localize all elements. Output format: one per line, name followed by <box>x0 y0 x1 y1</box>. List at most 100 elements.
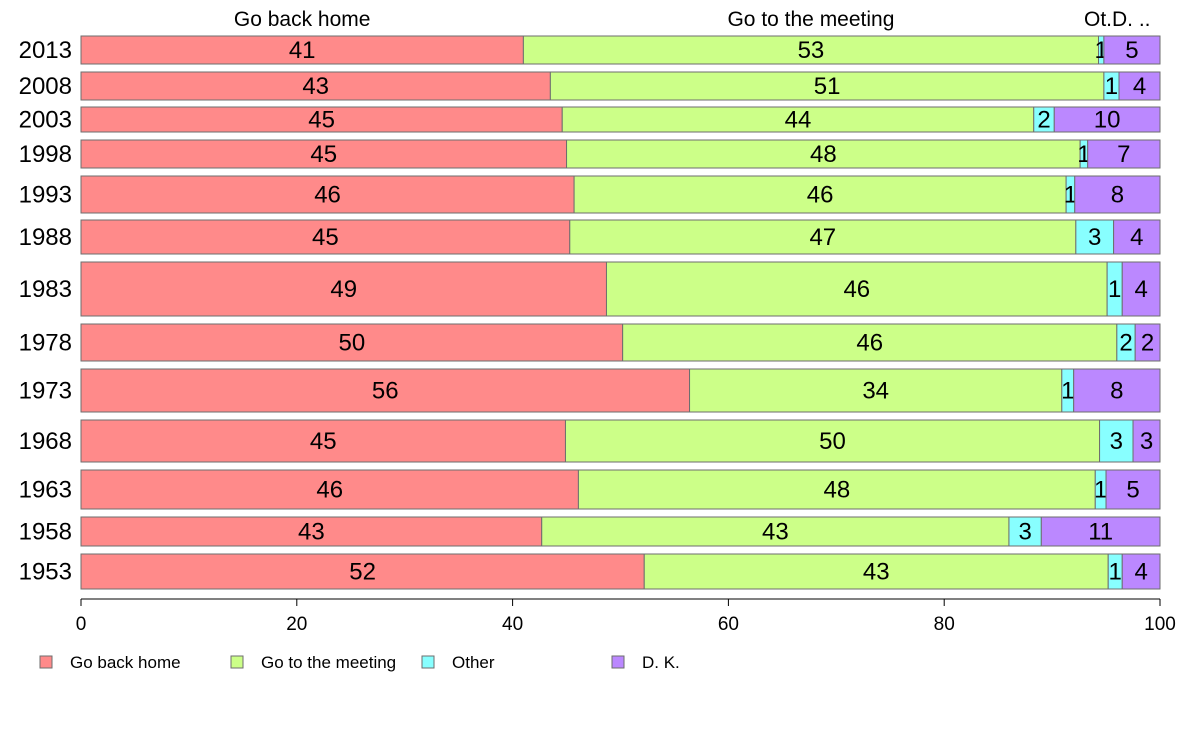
column-header: Go back home <box>234 8 371 31</box>
bar-segment <box>1073 368 1161 413</box>
data-label: 1 <box>1105 73 1118 100</box>
bar-segment <box>1113 219 1161 255</box>
bar-segment <box>1118 71 1161 101</box>
bar-segment <box>1121 553 1161 590</box>
bar-segment <box>605 261 1108 317</box>
data-label: 50 <box>338 330 365 357</box>
bar-segment <box>549 71 1105 101</box>
data-label: 5 <box>1126 477 1139 504</box>
data-label: 46 <box>314 182 341 209</box>
year-label: 1963 <box>19 477 72 504</box>
legend-label: Other <box>452 653 495 672</box>
data-label: 4 <box>1133 73 1146 100</box>
bar-segment <box>1132 419 1161 463</box>
data-label: 1 <box>1108 276 1121 303</box>
legend-label: Go back home <box>70 653 181 672</box>
data-label: 45 <box>312 224 339 251</box>
data-label: 1 <box>1064 182 1077 209</box>
data-label: 45 <box>308 107 335 134</box>
year-label: 1993 <box>19 182 72 209</box>
bar-segment <box>561 106 1035 133</box>
bar-segment <box>80 219 571 255</box>
data-label: 7 <box>1117 141 1130 168</box>
legend-swatch <box>39 655 53 669</box>
data-label: 10 <box>1094 107 1121 134</box>
year-label: 2003 <box>19 107 72 134</box>
data-label: 43 <box>302 73 329 100</box>
x-tick-label: 100 <box>1144 614 1176 635</box>
bar-segment <box>1099 419 1134 463</box>
data-label: 53 <box>798 37 825 64</box>
data-label: 43 <box>298 519 325 546</box>
bar-segment <box>80 516 543 547</box>
bar-segment <box>80 139 568 169</box>
bar-segment <box>1121 261 1161 317</box>
bar-segment <box>1053 106 1161 133</box>
bar-segment <box>1087 139 1161 169</box>
data-label: 11 <box>1088 519 1113 546</box>
data-label: 52 <box>349 559 376 586</box>
data-label: 8 <box>1111 182 1124 209</box>
year-label: 2008 <box>19 73 72 100</box>
data-label: 8 <box>1110 378 1123 405</box>
data-label: 47 <box>809 224 836 251</box>
legend-label: D. K. <box>642 653 680 672</box>
year-label: 2013 <box>19 37 72 64</box>
data-label: 46 <box>856 330 883 357</box>
column-header: Ot. <box>1084 8 1112 31</box>
data-label: 43 <box>863 559 890 586</box>
data-label: 5 <box>1125 37 1138 64</box>
bar-segment <box>689 368 1063 413</box>
bar-segment <box>1134 323 1161 362</box>
bar-segment <box>1105 469 1161 510</box>
legend-swatch <box>611 655 625 669</box>
data-label: 3 <box>1018 519 1031 546</box>
bar-segment <box>541 516 1010 547</box>
bar-segment <box>569 219 1077 255</box>
legend-swatch <box>421 655 435 669</box>
data-label: 45 <box>310 428 337 455</box>
data-label: 4 <box>1134 559 1147 586</box>
bar-segment <box>80 71 551 101</box>
x-tick-label: 0 <box>76 614 87 635</box>
x-tick-label: 20 <box>286 614 307 635</box>
bar-segment <box>522 35 1099 65</box>
bar-segment <box>1008 516 1042 547</box>
data-label: 3 <box>1088 224 1101 251</box>
data-label: 3 <box>1110 428 1123 455</box>
column-header: Go to the meeting <box>727 8 894 31</box>
data-label: 41 <box>289 37 316 64</box>
bar-segment <box>80 106 563 133</box>
bar-segment <box>1075 219 1115 255</box>
data-label: 4 <box>1130 224 1143 251</box>
bar-segment <box>622 323 1118 362</box>
bar-segment <box>80 323 624 362</box>
data-label: 2 <box>1037 107 1050 134</box>
data-label: 48 <box>823 477 850 504</box>
bar-segment <box>80 35 524 65</box>
year-label: 1983 <box>19 276 72 303</box>
column-header: D. .. <box>1112 8 1151 31</box>
legend-label: Go to the meeting <box>261 653 396 672</box>
data-label: 46 <box>807 182 834 209</box>
year-label: 1958 <box>19 519 72 546</box>
data-label: 56 <box>372 378 399 405</box>
data-label: 1 <box>1109 559 1122 586</box>
bar-segment <box>1040 516 1161 547</box>
data-label: 1 <box>1094 477 1107 504</box>
year-label: 1973 <box>19 378 72 405</box>
bar-segment <box>1103 35 1161 65</box>
year-label: 1953 <box>19 559 72 586</box>
year-label: 1968 <box>19 428 72 455</box>
data-label: 48 <box>810 141 837 168</box>
data-label: 2 <box>1119 330 1132 357</box>
x-tick-label: 40 <box>502 614 523 635</box>
data-label: 46 <box>843 276 870 303</box>
bar-segment <box>80 469 579 510</box>
x-tick-label: 60 <box>718 614 739 635</box>
data-label: 34 <box>862 378 889 405</box>
bar-segment <box>1074 175 1161 214</box>
data-label: 50 <box>819 428 846 455</box>
data-label: 45 <box>310 141 337 168</box>
year-label: 1988 <box>19 224 72 251</box>
